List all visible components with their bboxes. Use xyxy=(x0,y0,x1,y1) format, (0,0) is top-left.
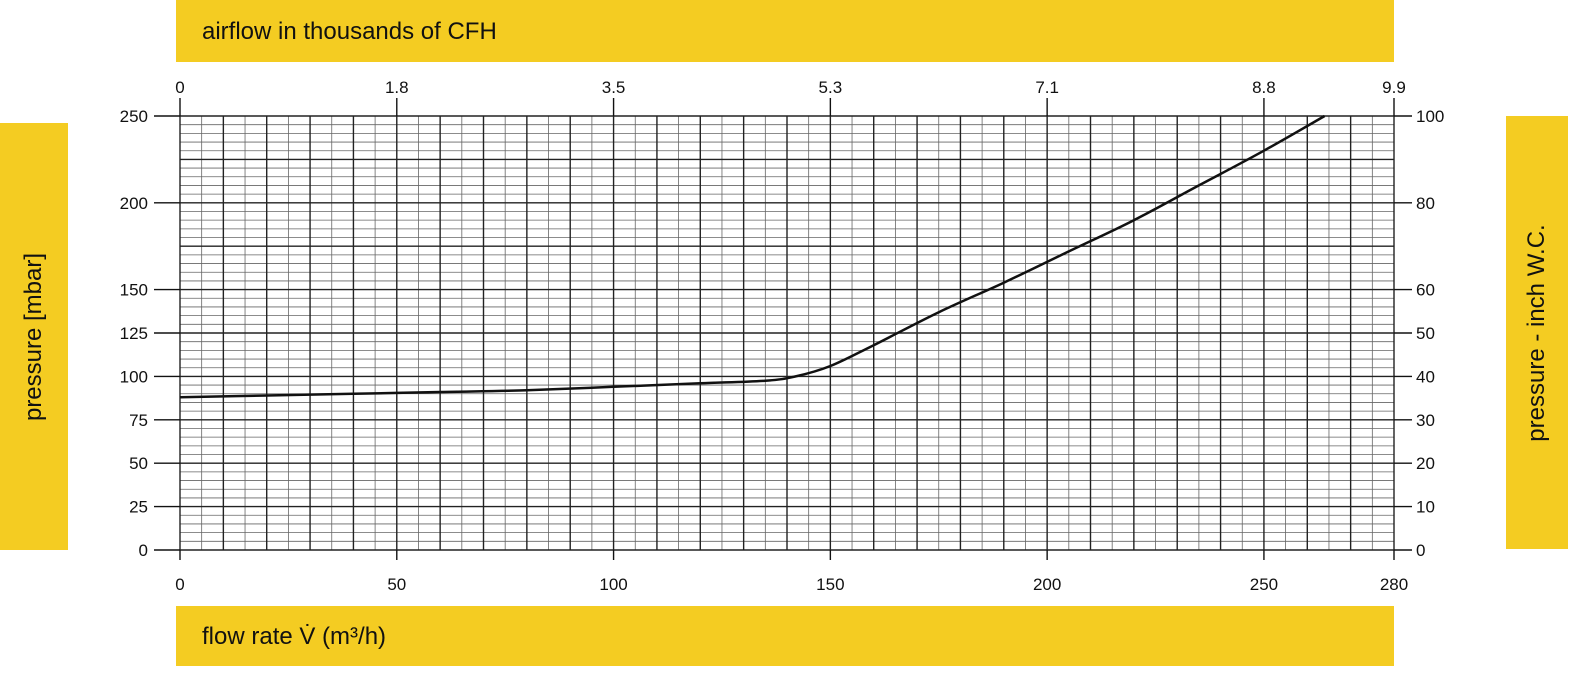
top-tick-label: 1.8 xyxy=(385,78,409,97)
y-left-tick-label: 125 xyxy=(120,324,148,343)
x-tick-label: 50 xyxy=(387,575,406,594)
y-right-tick-label: 0 xyxy=(1416,541,1425,560)
y-right-tick-label: 30 xyxy=(1416,411,1435,430)
x-tick-label: 150 xyxy=(816,575,844,594)
y-left-tick-label: 75 xyxy=(129,411,148,430)
top-axis-title: airflow in thousands of CFH xyxy=(202,18,497,45)
top-tick-label: 7.1 xyxy=(1035,78,1059,97)
y-right-tick-label: 50 xyxy=(1416,324,1435,343)
axis-tick-marks xyxy=(154,98,1412,560)
y-left-tick-label: 150 xyxy=(120,281,148,300)
top-tick-label: 5.3 xyxy=(819,78,843,97)
pressure-curve xyxy=(179,114,1326,399)
top-tick-label: 8.8 xyxy=(1252,78,1276,97)
y-left-tick-label: 25 xyxy=(129,498,148,517)
y-left-tick-label: 250 xyxy=(120,107,148,126)
y-left-tick-label: 0 xyxy=(139,541,148,560)
y-left-tick-label: 50 xyxy=(129,454,148,473)
y-left-tick-label: 200 xyxy=(120,194,148,213)
x-axis-title-band: flow rate V̇ (m³/h) xyxy=(176,606,1394,666)
x-axis-title: flow rate V̇ (m³/h) xyxy=(202,623,387,650)
x-tick-label: 100 xyxy=(599,575,627,594)
x-tick-label: 200 xyxy=(1033,575,1061,594)
top-tick-label: 3.5 xyxy=(602,78,626,97)
right-axis-title-band: pressure - inch W.C. xyxy=(1506,116,1568,549)
y-right-tick-label: 20 xyxy=(1416,454,1435,473)
y-right-tick-label: 40 xyxy=(1416,367,1435,386)
x-tick-label: 280 xyxy=(1380,575,1408,594)
left-axis-title-band: pressure [mbar] xyxy=(0,123,68,550)
top-tick-label: 0 xyxy=(175,78,184,97)
top-axis-title-band: airflow in thousands of CFH xyxy=(176,0,1394,62)
top-tick-label: 9.9 xyxy=(1382,78,1406,97)
y-left-tick-label: 100 xyxy=(120,367,148,386)
grid-major xyxy=(179,115,1395,551)
y-right-tick-label: 80 xyxy=(1416,194,1435,213)
x-tick-label: 250 xyxy=(1250,575,1278,594)
x-tick-label: 0 xyxy=(175,575,184,594)
y-right-tick-label: 100 xyxy=(1416,107,1444,126)
y-right-tick-label: 10 xyxy=(1416,498,1435,517)
y-right-tick-label: 60 xyxy=(1416,281,1435,300)
